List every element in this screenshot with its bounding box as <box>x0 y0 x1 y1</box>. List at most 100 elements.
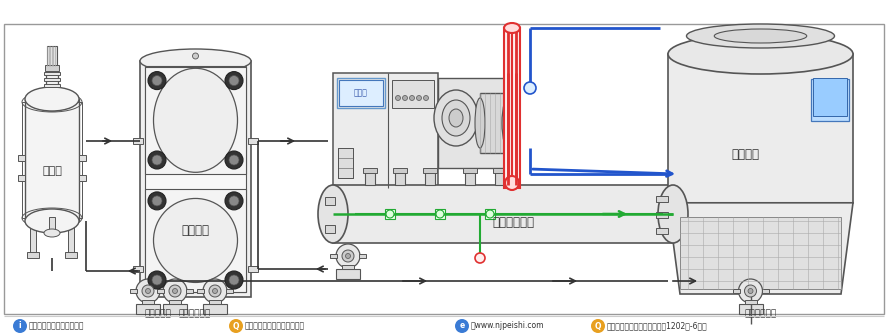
Bar <box>142 300 154 304</box>
Bar <box>333 73 438 188</box>
Bar <box>480 93 510 153</box>
Circle shape <box>209 285 221 297</box>
Ellipse shape <box>475 98 485 148</box>
Bar <box>46 69 58 91</box>
Bar <box>465 170 475 185</box>
Circle shape <box>424 95 429 100</box>
Bar <box>330 254 337 258</box>
Bar <box>425 170 435 185</box>
Circle shape <box>148 271 166 289</box>
Bar <box>485 209 495 219</box>
Text: ：風冷机组无需冷却塔设备: ：風冷机组无需冷却塔设备 <box>29 322 84 331</box>
Bar <box>18 175 25 181</box>
Circle shape <box>148 192 166 210</box>
Circle shape <box>455 319 469 333</box>
Bar <box>811 79 849 121</box>
Ellipse shape <box>504 23 520 33</box>
Text: ：南京佩诗机电科技有限公司: ：南京佩诗机电科技有限公司 <box>245 322 305 331</box>
Ellipse shape <box>44 229 60 237</box>
Bar <box>68 219 74 254</box>
Bar <box>333 185 673 243</box>
Bar <box>145 67 246 174</box>
Circle shape <box>229 196 239 206</box>
Bar <box>337 78 385 108</box>
Bar <box>4 24 884 314</box>
Bar <box>18 155 25 161</box>
Ellipse shape <box>658 185 688 243</box>
Ellipse shape <box>524 82 536 94</box>
Bar <box>163 304 187 314</box>
Bar <box>338 148 353 178</box>
Text: ：www.njpeishi.com: ：www.njpeishi.com <box>471 322 544 331</box>
Circle shape <box>163 279 187 303</box>
Bar <box>493 168 507 173</box>
Ellipse shape <box>154 68 237 172</box>
Circle shape <box>345 253 351 258</box>
Text: Q: Q <box>233 322 239 331</box>
Circle shape <box>225 72 243 90</box>
Circle shape <box>225 271 243 289</box>
Bar <box>359 254 366 258</box>
Bar <box>365 170 375 185</box>
Bar <box>203 304 227 314</box>
Circle shape <box>436 210 444 218</box>
Bar <box>226 289 233 293</box>
Bar <box>435 209 445 219</box>
Text: 冷凍循環水泵: 冷凍循環水泵 <box>178 309 211 319</box>
Circle shape <box>148 151 166 169</box>
Bar <box>668 54 853 203</box>
Bar <box>248 266 258 272</box>
Circle shape <box>152 76 162 86</box>
Bar <box>325 197 335 205</box>
Circle shape <box>172 289 178 294</box>
Circle shape <box>336 244 360 268</box>
Circle shape <box>148 72 166 90</box>
Circle shape <box>342 250 354 262</box>
Circle shape <box>152 155 162 165</box>
Circle shape <box>402 95 408 100</box>
Circle shape <box>416 95 422 100</box>
Text: 螺桿冷水機組: 螺桿冷水機組 <box>492 216 534 229</box>
Ellipse shape <box>668 34 853 74</box>
Circle shape <box>229 155 239 165</box>
Text: 冷卻水塔: 冷卻水塔 <box>732 148 759 161</box>
Bar <box>133 138 143 144</box>
Bar <box>79 155 86 161</box>
Ellipse shape <box>154 199 237 283</box>
Bar <box>338 148 353 178</box>
Text: 循環工藝泵: 循環工藝泵 <box>145 309 171 319</box>
Circle shape <box>225 151 243 169</box>
Bar <box>656 196 668 202</box>
Bar <box>47 46 57 66</box>
Bar <box>813 78 847 116</box>
Circle shape <box>486 210 494 218</box>
Circle shape <box>229 275 239 285</box>
Text: 佩詩厘: 佩詩厘 <box>354 88 368 97</box>
Bar <box>680 217 841 289</box>
Text: i: i <box>19 322 21 331</box>
Ellipse shape <box>25 209 79 233</box>
Bar <box>145 66 246 292</box>
Circle shape <box>395 95 400 100</box>
Bar <box>423 168 437 173</box>
Bar <box>762 289 768 293</box>
Bar <box>44 84 60 87</box>
Ellipse shape <box>714 29 807 43</box>
Bar <box>248 138 258 144</box>
Ellipse shape <box>502 95 518 151</box>
Circle shape <box>229 76 239 86</box>
Text: Q: Q <box>595 322 601 331</box>
Bar <box>325 225 335 233</box>
Polygon shape <box>668 203 853 294</box>
Bar <box>504 28 512 188</box>
Bar <box>79 175 86 181</box>
Bar <box>392 80 434 108</box>
Bar <box>336 269 360 279</box>
Bar <box>656 212 668 218</box>
Bar <box>385 209 395 219</box>
Text: e: e <box>459 322 464 331</box>
Bar <box>22 102 82 218</box>
Bar <box>27 252 39 258</box>
Text: 反應釜: 反應釜 <box>42 166 62 176</box>
Ellipse shape <box>442 100 470 136</box>
